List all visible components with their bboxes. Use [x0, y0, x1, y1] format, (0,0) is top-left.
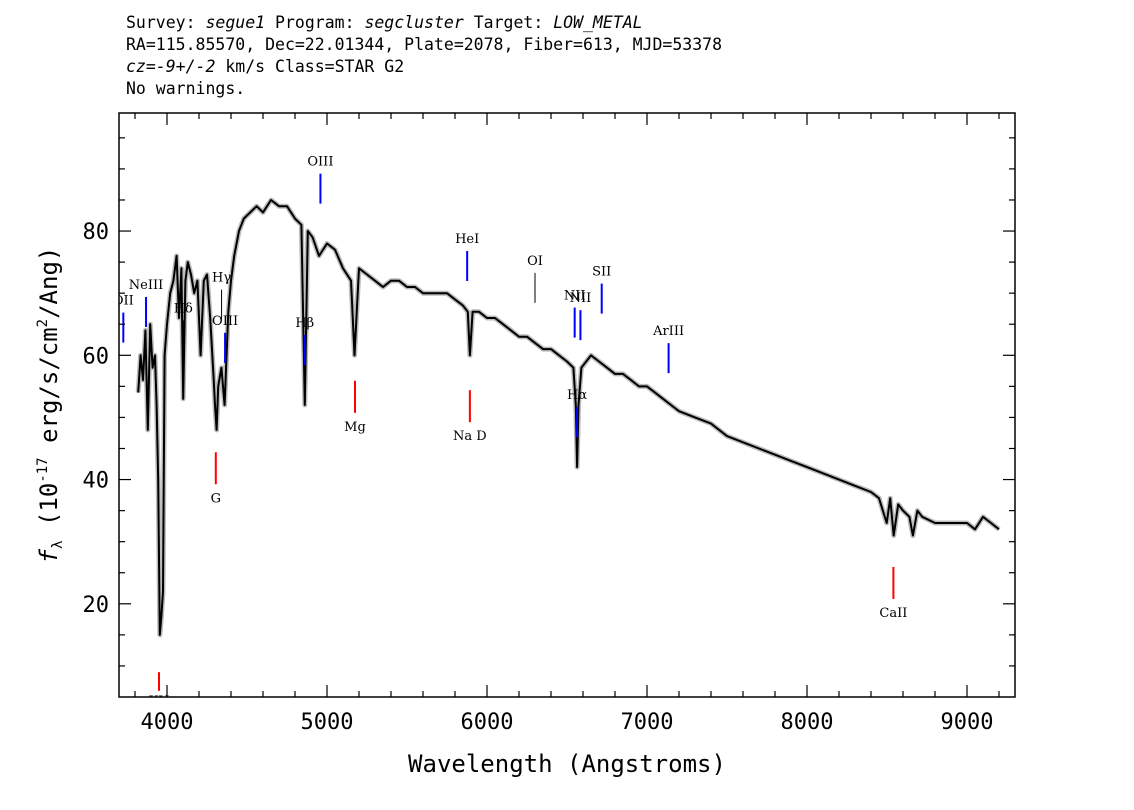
error-band	[135, 197, 1001, 638]
y-tick-label: 60	[83, 344, 110, 369]
line-marker-label: Hγ	[212, 271, 231, 286]
cz-value: cz=-9+/-2	[126, 57, 216, 76]
line-marker-label: ArIII	[652, 324, 684, 339]
line-marker-label: Na D	[453, 429, 487, 444]
x-tick-label: 4000	[141, 710, 194, 735]
line-marker-label: G	[211, 491, 221, 506]
x-tick-label: 7000	[621, 710, 674, 735]
survey-value: segue1	[205, 13, 266, 32]
line-marker-label: Hβ	[295, 316, 314, 331]
line-marker-label: OIII	[212, 314, 238, 329]
spectrum-line	[137, 199, 1000, 636]
spectrum-header: Survey: segue1 Program: segcluster Targe…	[126, 12, 722, 100]
program-value: segcluster	[364, 13, 464, 32]
line-marker-label: NeIII	[129, 278, 163, 293]
y-axis-title: fλ (10-17 erg/s/cm2/Ang)	[35, 247, 66, 564]
line-marker-label: CaII	[879, 606, 907, 621]
plot-frame	[118, 112, 1016, 698]
x-axis-title: Wavelength (Angstroms)	[408, 750, 726, 778]
line-marker-label: Mg	[344, 420, 366, 435]
target-value: LOW_METAL	[553, 13, 643, 32]
line-marker-label: Hδ	[174, 301, 193, 316]
x-tick-label: 6000	[461, 710, 514, 735]
line-marker-label: HeI	[455, 232, 479, 247]
x-axis-ticks: 4000 5000 6000 7000 8000 9000	[134, 113, 1000, 735]
y-tick-label: 40	[83, 469, 110, 494]
x-tick-label: 5000	[301, 710, 354, 735]
x-tick-label: 8000	[781, 710, 834, 735]
y-tick-label: 20	[83, 593, 110, 618]
y-axis-ticks: 20 40 60 80	[83, 137, 1015, 667]
line-marker-label: NII	[564, 289, 586, 304]
line-marker-label: OIII	[307, 155, 333, 170]
header-line-warnings: No warnings.	[126, 79, 246, 98]
header-line-survey: Survey: segue1 Program: segcluster Targe…	[126, 13, 643, 32]
line-marker-label: Hα	[567, 388, 587, 403]
line-marker-label: SII	[592, 265, 611, 280]
line-marker-label: NII	[570, 291, 592, 306]
header-line-coordinates: RA=115.85570, Dec=22.01344, Plate=2078, …	[126, 35, 723, 54]
y-tick-label: 80	[83, 220, 110, 245]
line-marker-label: KH	[148, 694, 169, 709]
line-marker-label: OII	[113, 294, 134, 309]
x-tick-label: 9000	[941, 710, 994, 735]
header-line-redshift: cz=-9+/-2 km/s Class=STAR G2	[126, 57, 405, 76]
line-marker-label: OI	[527, 254, 543, 269]
